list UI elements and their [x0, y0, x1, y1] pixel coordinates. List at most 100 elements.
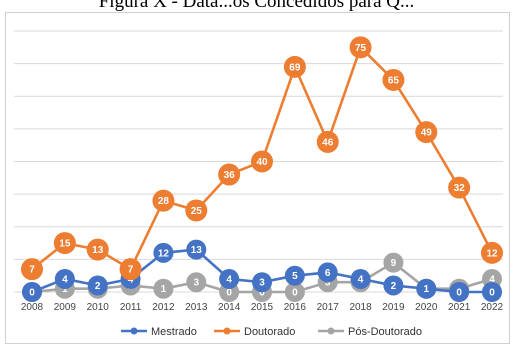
data-label: 25 [191, 206, 203, 217]
data-point [54, 268, 75, 289]
data-point [317, 262, 338, 283]
data-point [252, 272, 272, 293]
x-tick-label: 2015 [251, 302, 274, 313]
data-point [152, 189, 175, 212]
data-label: 7 [128, 265, 134, 276]
data-label: 32 [454, 183, 466, 194]
data-point [316, 130, 339, 153]
data-label: 75 [355, 43, 367, 54]
data-label: 40 [256, 157, 268, 168]
data-label: 0 [456, 288, 462, 299]
data-point [251, 150, 273, 173]
data-point [349, 36, 372, 59]
data-point [87, 275, 108, 296]
data-label: 1 [161, 284, 167, 295]
data-label: 2 [95, 281, 101, 292]
x-tick-label: 2013 [185, 302, 208, 313]
legend-label: Mestrado [151, 326, 197, 338]
data-label: 15 [59, 239, 71, 250]
series-0: 04241213435642100 [22, 239, 502, 302]
legend-label: Pós-Doutorado [348, 326, 422, 338]
data-point [415, 121, 438, 144]
data-label: 6 [325, 268, 331, 279]
data-point [21, 258, 43, 281]
legend-item: Mestrado [121, 326, 197, 338]
x-tick-label: 2014 [218, 302, 241, 313]
legend-item: Doutorado [214, 326, 295, 338]
x-tick-label: 2022 [481, 302, 504, 313]
chart-caption: Figura X - Data...os Concedidos para Q..… [98, 0, 415, 11]
data-point [283, 55, 306, 78]
data-label: 36 [224, 170, 236, 181]
data-label: 0 [489, 288, 495, 299]
x-tick-label: 2019 [382, 302, 405, 313]
legend-item: Pós-Doutorado [318, 326, 422, 338]
data-point [186, 239, 207, 260]
x-tick-label: 2018 [349, 302, 372, 313]
data-point [119, 258, 142, 281]
data-point [153, 242, 174, 263]
data-label: 0 [29, 288, 35, 299]
legend: Mestrado Doutorado Pós-Doutorado [121, 326, 422, 338]
data-point [185, 199, 208, 222]
x-tick-label: 2020 [415, 302, 438, 313]
data-point [218, 163, 241, 186]
x-tick-label: 2008 [21, 302, 44, 313]
legend-swatch-marker [130, 327, 138, 335]
data-label: 5 [292, 271, 298, 282]
data-point [186, 272, 207, 293]
data-label: 0 [259, 288, 265, 299]
data-point [448, 176, 471, 199]
data-label: 12 [158, 248, 170, 259]
x-tick-label: 2012 [152, 302, 175, 313]
data-point [382, 68, 405, 91]
data-label: 1 [62, 284, 68, 295]
data-label: 3 [259, 278, 265, 289]
data-point [481, 241, 503, 264]
data-label: 28 [158, 196, 170, 207]
data-label: 4 [358, 274, 364, 285]
data-label: 13 [191, 245, 203, 256]
data-point [350, 268, 371, 289]
x-tick-label: 2017 [317, 302, 340, 313]
data-label: 3 [325, 278, 331, 289]
x-tick-label: 2021 [448, 302, 471, 313]
x-tick-label: 2016 [284, 302, 307, 313]
legend-label: Doutorado [244, 326, 295, 338]
data-label: 13 [92, 245, 104, 256]
data-point [284, 265, 305, 286]
x-tick-label: 2011 [120, 302, 142, 313]
data-point [53, 232, 76, 255]
data-point [383, 275, 404, 296]
data-point [86, 238, 109, 261]
data-label: 4 [62, 274, 68, 285]
data-point [482, 282, 502, 302]
x-tick-label: 2010 [87, 302, 110, 313]
data-point [219, 268, 240, 289]
data-label: 1 [424, 284, 430, 295]
data-label: 7 [29, 265, 35, 276]
data-label: 0 [292, 288, 298, 299]
chart-area: 2008 2009 2010 2011 2012 2013 2014 2015 2016 2017… [5, 12, 510, 344]
data-label: 2 [391, 281, 397, 292]
data-label: 3 [194, 278, 200, 289]
data-label: 69 [289, 62, 301, 73]
legend-swatch-marker [327, 327, 335, 335]
x-tick-label: 2009 [54, 302, 77, 313]
line-chart: 2008 2009 2010 2011 2012 2013 2014 2015 2016 2017… [14, 30, 504, 338]
data-point [449, 282, 470, 302]
legend-swatch-marker [223, 327, 231, 335]
data-label: 65 [388, 75, 400, 86]
data-point [22, 282, 42, 302]
data-label: 0 [226, 288, 232, 299]
series-group: 0112130003391140424121343564210071513728… [21, 36, 503, 302]
data-label: 49 [421, 128, 433, 139]
data-label: 4 [489, 274, 495, 285]
data-label: 4 [226, 274, 232, 285]
data-label: 9 [391, 258, 397, 269]
data-label: 12 [486, 248, 498, 259]
data-point [383, 252, 404, 273]
data-label: 46 [322, 137, 334, 148]
data-point [284, 282, 305, 302]
